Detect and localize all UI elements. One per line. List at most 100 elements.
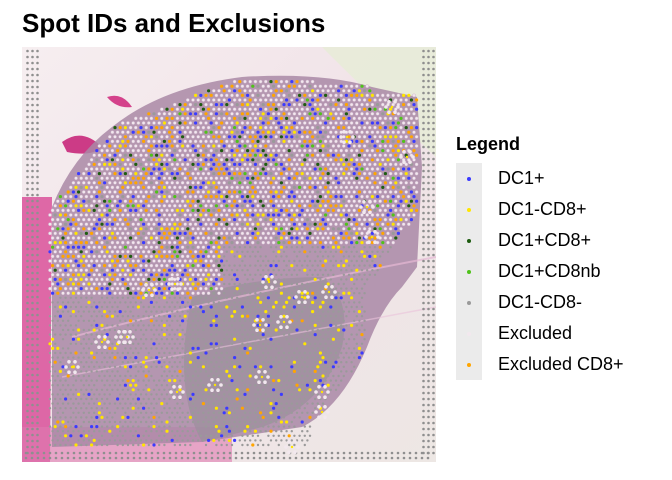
spot-marker <box>126 379 130 383</box>
spot-marker <box>412 204 416 208</box>
frame-spot <box>31 247 34 251</box>
spot-marker <box>79 204 83 208</box>
spot-marker <box>139 227 143 231</box>
spot-marker <box>217 89 221 93</box>
spot-marker <box>113 135 117 139</box>
spot-marker <box>324 351 327 355</box>
spot-marker <box>61 365 65 369</box>
frame-spot <box>432 121 435 125</box>
spot-marker <box>293 425 296 428</box>
spot-marker <box>106 407 109 410</box>
spot-marker <box>332 328 335 332</box>
spot-marker <box>246 333 249 336</box>
spot-marker <box>227 125 232 130</box>
spot-marker <box>279 144 284 148</box>
spot-marker <box>126 287 130 291</box>
spot-marker <box>168 416 171 419</box>
spot-marker <box>412 185 416 190</box>
spot-marker <box>115 213 120 217</box>
spot-marker <box>318 130 322 134</box>
spot-marker <box>375 139 380 144</box>
frame-spot <box>36 343 39 347</box>
spot-marker <box>110 259 114 263</box>
spot-marker <box>92 328 96 332</box>
spot-marker <box>110 222 114 226</box>
spot-marker <box>162 176 167 180</box>
spot-marker <box>269 402 273 406</box>
spot-marker <box>394 181 398 185</box>
spot-marker <box>123 272 128 277</box>
spot-marker <box>181 300 185 304</box>
spot-marker <box>58 268 63 272</box>
spot-marker <box>204 296 208 299</box>
frame-spot <box>422 133 425 137</box>
frame-spot <box>26 169 29 173</box>
spot-marker <box>380 203 385 208</box>
spot-marker <box>284 171 289 176</box>
spot-marker <box>391 158 396 162</box>
spot-marker <box>67 310 70 313</box>
spot-marker <box>305 227 309 231</box>
spot-marker <box>228 402 231 405</box>
spot-marker <box>176 301 179 304</box>
spot-marker <box>54 351 57 355</box>
spot-marker <box>228 310 231 313</box>
spot-marker <box>139 199 143 203</box>
spot-marker <box>358 301 361 304</box>
spot-marker <box>414 171 419 176</box>
spot-marker <box>321 180 325 185</box>
spot-marker <box>173 195 177 199</box>
spot-marker <box>103 402 106 405</box>
spot-marker <box>74 333 78 336</box>
spot-marker <box>223 347 226 350</box>
spot-marker <box>126 296 130 299</box>
frame-spot <box>378 451 382 455</box>
frame-spot <box>31 331 34 335</box>
spot-marker <box>152 268 156 272</box>
spot-marker <box>275 347 278 350</box>
spot-marker <box>185 98 190 102</box>
spot-marker <box>225 397 228 401</box>
spot-marker <box>145 439 148 442</box>
frame-spot <box>432 217 435 221</box>
spot-marker <box>259 246 262 249</box>
spot-marker <box>230 278 234 281</box>
frame-spot <box>422 85 425 89</box>
spot-marker <box>82 264 86 268</box>
spot-marker <box>110 167 115 171</box>
spot-marker <box>82 430 85 433</box>
spot-marker <box>415 208 419 212</box>
frame-spot <box>120 451 124 455</box>
spot-marker <box>158 342 161 345</box>
spot-marker <box>150 310 153 313</box>
spot-marker <box>288 425 291 428</box>
spot-marker <box>394 218 398 222</box>
spot-marker <box>261 277 265 281</box>
spot-marker <box>72 384 75 387</box>
spot-marker <box>172 203 177 208</box>
spot-marker <box>160 172 164 176</box>
spot-marker <box>90 250 94 254</box>
spot-marker <box>308 213 312 217</box>
spot-marker <box>123 365 127 369</box>
spot-marker <box>301 246 304 249</box>
spot-marker <box>196 226 200 231</box>
spot-marker <box>207 116 211 120</box>
spot-marker <box>142 204 146 208</box>
spot-marker <box>110 176 115 180</box>
spot-marker <box>66 291 71 295</box>
spot-marker <box>233 337 237 341</box>
spot-marker <box>84 167 89 171</box>
spot-marker <box>183 194 187 199</box>
spot-marker <box>262 296 265 299</box>
spot-marker <box>106 361 109 364</box>
spot-marker <box>137 407 140 410</box>
spot-marker <box>235 139 239 143</box>
spot-marker <box>376 222 380 226</box>
spot-marker <box>276 84 281 89</box>
frame-spot <box>36 307 39 311</box>
frame-spot <box>114 451 118 455</box>
spot-marker <box>254 301 257 304</box>
spot-marker <box>128 282 133 286</box>
spot-marker <box>267 407 270 410</box>
